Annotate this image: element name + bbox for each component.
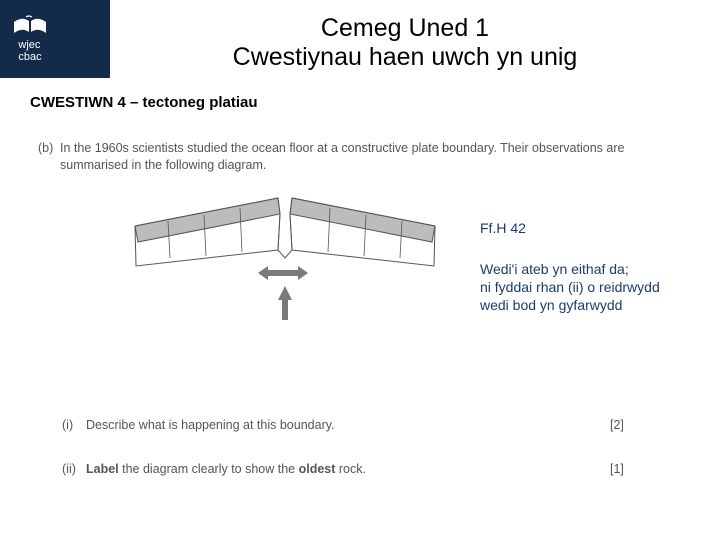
sub-ii-before: Label	[86, 462, 119, 476]
logo-line2: cbac	[18, 51, 41, 63]
annotation-l1: Wedi'i ateb yn eithaf da;	[480, 260, 700, 278]
sub-ii-after: rock.	[335, 462, 366, 476]
header-bar: wjec cbac	[0, 0, 110, 78]
book-icon	[12, 15, 48, 37]
title-line1: Cemeg Uned 1	[110, 14, 700, 43]
annotation-ref: Ff.H 42	[480, 220, 700, 236]
logo: wjec cbac	[12, 15, 48, 63]
part-b-letter: (b)	[38, 140, 53, 157]
roman-ii: (ii)	[62, 462, 76, 476]
roman-i: (i)	[62, 418, 73, 432]
sub-question-ii: (ii) Label the diagram clearly to show t…	[86, 462, 366, 476]
annotation-l3: wedi bod yn gyfarwydd	[480, 296, 700, 314]
question-topic: tectoneg platiau	[143, 94, 258, 111]
logo-line1: wjec	[18, 39, 41, 51]
annotation: Ff.H 42 Wedi'i ateb yn eithaf da; ni fyd…	[480, 220, 700, 315]
part-b-text: In the 1960s scientists studied the ocea…	[60, 141, 624, 172]
slide-title: Cemeg Uned 1 Cwestiynau haen uwch yn uni…	[110, 14, 700, 72]
annotation-l2: ni fyddai rhan (ii) o reidrwydd	[480, 278, 700, 296]
plate-diagram	[130, 188, 440, 328]
question-label: CWESTIWN 4 – tectoneg platiau	[30, 94, 258, 111]
question-sep: –	[126, 94, 143, 111]
question-prefix: CWESTIWN 4	[30, 94, 126, 111]
logo-text: wjec cbac	[18, 39, 41, 63]
marks-ii: [1]	[610, 462, 624, 476]
part-b: (b) In the 1960s scientists studied the …	[60, 140, 670, 174]
sub-question-i: (i) Describe what is happening at this b…	[86, 418, 335, 432]
marks-i: [2]	[610, 418, 624, 432]
annotation-comment: Wedi'i ateb yn eithaf da; ni fyddai rhan…	[480, 260, 700, 315]
title-line2: Cwestiynau haen uwch yn unig	[110, 43, 700, 72]
sub-i-text: Describe what is happening at this bound…	[86, 418, 335, 432]
sub-ii-bold: oldest	[299, 462, 336, 476]
sub-ii-mid: the diagram clearly to show the	[119, 462, 299, 476]
